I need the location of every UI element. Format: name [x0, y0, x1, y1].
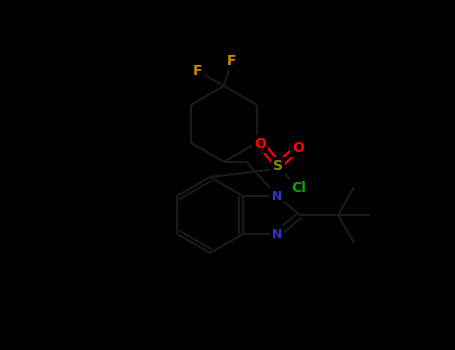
Text: N: N: [272, 228, 282, 240]
Text: O: O: [254, 136, 266, 150]
Text: F: F: [227, 54, 236, 68]
Text: N: N: [272, 189, 282, 203]
Text: Cl: Cl: [291, 181, 306, 195]
Text: S: S: [273, 159, 283, 173]
Text: O: O: [293, 141, 304, 155]
Text: F: F: [192, 64, 202, 78]
